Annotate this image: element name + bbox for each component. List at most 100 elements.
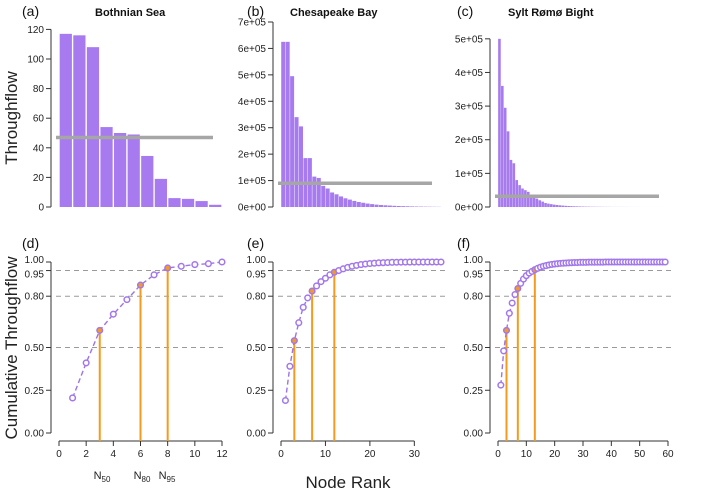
bar: [405, 206, 410, 207]
data-point: [502, 326, 511, 334]
data-point: [69, 394, 77, 402]
bar: [541, 201, 544, 207]
y-tick-label: 120: [27, 25, 44, 36]
y-tick-label: 40: [33, 143, 45, 154]
label-n50: N50: [94, 470, 111, 484]
y-tick-label: 0e+00: [455, 203, 484, 214]
y-tick-label: 1e+05: [238, 176, 267, 187]
data-point: [500, 347, 508, 355]
label-n80: N80: [134, 470, 151, 484]
bar: [383, 205, 388, 207]
bar: [552, 204, 556, 207]
bar: [347, 199, 352, 207]
x-tick-label: 10: [189, 449, 201, 460]
label-n95-sub: 95: [167, 475, 176, 484]
bar: [285, 41, 290, 208]
x-tick-label: 30: [577, 449, 589, 460]
panel-label-a: (a): [22, 3, 39, 19]
y-tick-label: 0.00: [25, 429, 45, 440]
x-tick-label: 50: [634, 449, 646, 460]
bar: [570, 206, 573, 207]
bar: [573, 206, 576, 207]
bar: [564, 205, 568, 207]
data-point: [123, 296, 131, 304]
bar: [86, 47, 100, 207]
x-tick-label: 20: [549, 449, 561, 460]
x-tick-label: 8: [165, 449, 171, 460]
bar: [370, 204, 375, 207]
x-tick-label: 12: [216, 449, 228, 460]
y-tick-label: 20: [33, 173, 45, 184]
data-point: [109, 310, 117, 318]
panel-label-e: (e): [247, 235, 264, 251]
y-tick-label: 1.00: [247, 255, 267, 266]
bar: [316, 177, 321, 207]
panel-label-b: (b): [247, 3, 264, 19]
y-tick-label: 0.80: [25, 292, 45, 303]
label-n50-sub: 50: [102, 475, 111, 484]
data-point: [317, 278, 325, 286]
panel-title-bothnian-sea: Bothnian Sea: [95, 7, 166, 19]
data-point: [286, 362, 294, 370]
bar: [506, 131, 510, 207]
bar: [154, 178, 167, 207]
bar: [356, 201, 361, 207]
bar: [181, 198, 195, 207]
y-tick-label: 0: [38, 203, 44, 214]
x-tick-label: 10: [521, 449, 533, 460]
bar: [168, 198, 181, 207]
bar: [524, 190, 527, 207]
y-tick-label: 1.00: [464, 255, 484, 266]
x-tick-label: 0: [495, 449, 501, 460]
y-tick-label: 3e+05: [238, 123, 267, 134]
bar: [100, 127, 113, 207]
y-tick-label: 5e+05: [455, 34, 484, 45]
data-point: [511, 290, 519, 299]
y-tick-label: 0.50: [464, 343, 484, 354]
bar: [127, 134, 140, 207]
panel-title-sylt-romo-bight: Sylt Rømø Bight: [508, 7, 594, 19]
bar: [567, 205, 570, 207]
bar: [498, 38, 501, 208]
data-point: [308, 287, 316, 295]
bar: [365, 203, 370, 207]
bar: [532, 196, 536, 207]
x-tick-label: 40: [606, 449, 618, 460]
y-tick-label: 2e+05: [455, 135, 484, 146]
bar: [550, 204, 553, 207]
bar: [535, 198, 539, 207]
label-n80-base: N: [134, 470, 142, 482]
data-point: [661, 258, 669, 266]
bar: [503, 107, 507, 207]
data-point: [304, 294, 312, 302]
panel-title-chesapeake-bay: Chesapeake Bay: [290, 7, 378, 19]
data-point: [313, 282, 321, 290]
data-point: [136, 281, 145, 289]
bar: [575, 206, 579, 207]
data-point: [508, 299, 516, 307]
bar: [209, 204, 222, 207]
x-tick-label: 0: [278, 449, 284, 460]
x-tick-label: 30: [409, 449, 421, 460]
cumulative-curve: [284, 261, 441, 401]
bar: [501, 85, 504, 207]
bar: [352, 200, 357, 207]
y-tick-label: 0.00: [247, 429, 267, 440]
data-point: [218, 258, 226, 266]
bar: [558, 205, 562, 207]
y-tick-label: 0.25: [25, 386, 45, 397]
bar: [509, 159, 513, 207]
y-tick-label: 3e+05: [455, 102, 484, 113]
label-n95: N95: [159, 470, 176, 484]
data-point: [299, 303, 307, 311]
data-point: [514, 284, 522, 293]
y-tick-label: 0.25: [464, 386, 484, 397]
y-tick-label: 60: [33, 114, 45, 125]
bar: [59, 33, 72, 208]
data-point: [82, 359, 90, 367]
y-tick-label: 2e+05: [238, 150, 267, 161]
data-point: [290, 337, 298, 345]
y-tick-label: 5e+05: [238, 70, 267, 81]
data-point: [177, 262, 185, 270]
